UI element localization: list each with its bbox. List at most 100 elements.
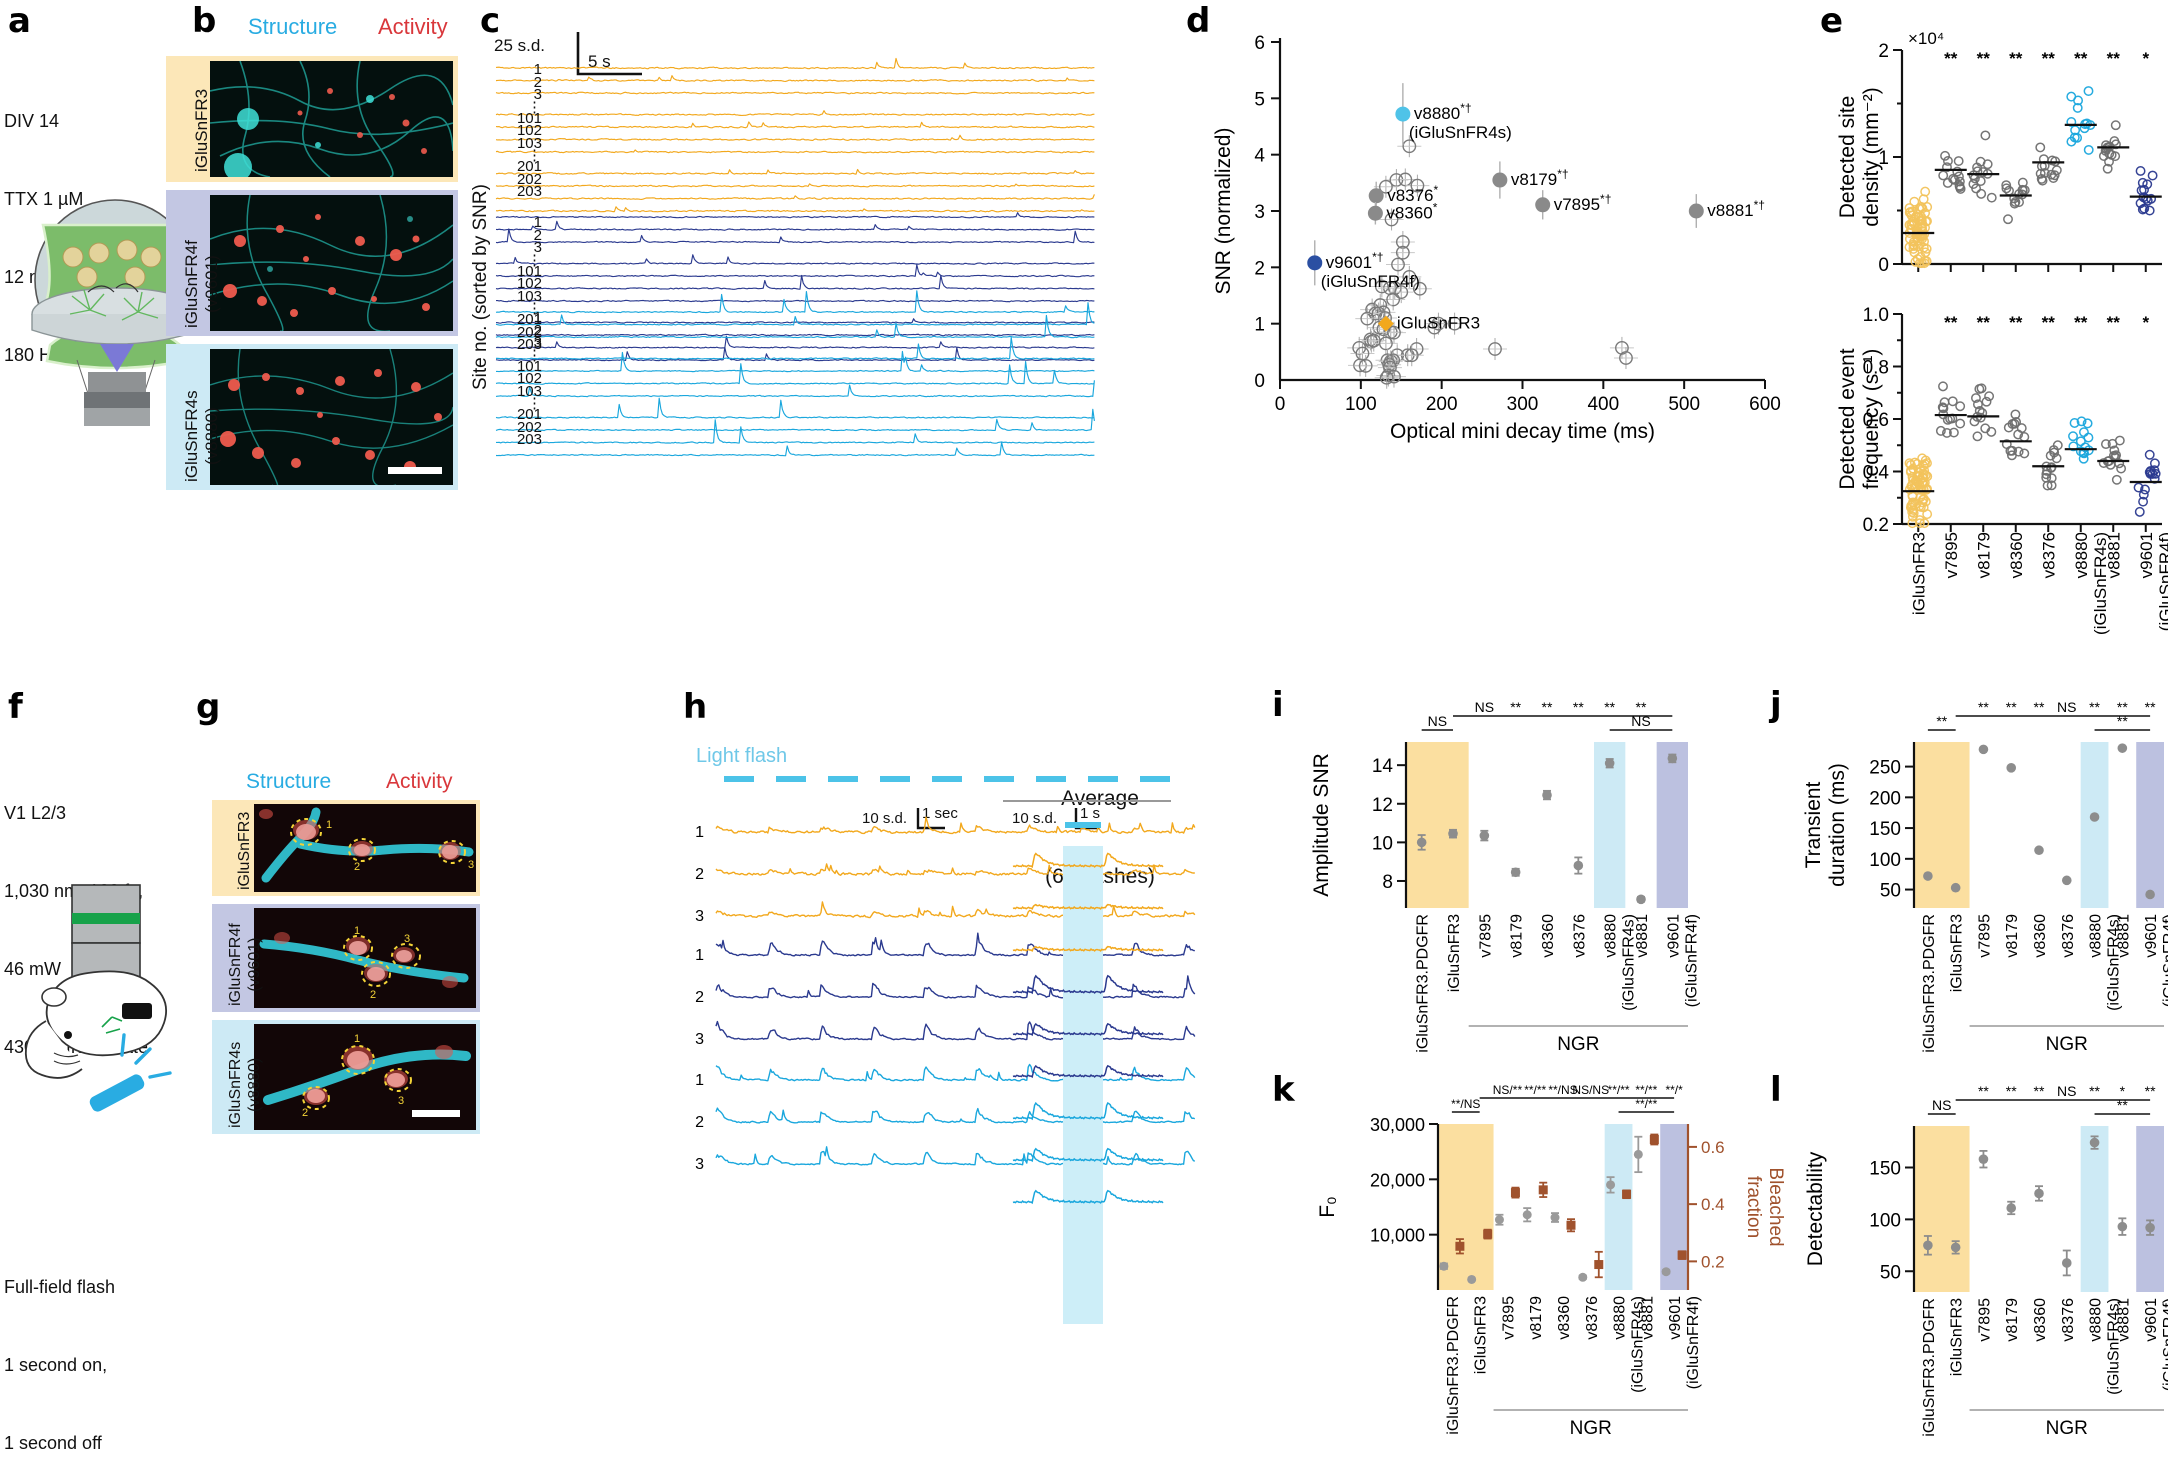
svg-text:**: **	[2089, 699, 2100, 715]
svg-text:1: 1	[695, 947, 704, 964]
svg-text:iGluSnFR3: iGluSnFR3	[1397, 314, 1480, 333]
svg-text:5: 5	[1254, 89, 1265, 110]
svg-text:400: 400	[1587, 394, 1619, 415]
site-label: 201	[516, 406, 542, 423]
svg-text:2: 2	[695, 866, 704, 883]
svg-text:1.0: 1.0	[1863, 305, 1889, 326]
svg-text:Detected sitedensity (mm⁻²): Detected sitedensity (mm⁻²)	[1836, 87, 1883, 226]
svg-text:v9601(iGluSnFR4f): v9601(iGluSnFR4f)	[1665, 914, 1700, 1007]
svg-text:14: 14	[1372, 756, 1394, 777]
site-label: 203	[516, 431, 542, 448]
site-label: 101	[516, 262, 542, 280]
site-label: 101	[516, 357, 542, 375]
panel-g-image-2: 1 2 3	[254, 1024, 476, 1130]
svg-text:Amplitude SNR: Amplitude SNR	[1310, 753, 1333, 897]
svg-text:**: **	[2042, 49, 2056, 68]
svg-text:**: **	[1510, 699, 1521, 715]
svg-text:v8880(iGluSnFR4s): v8880(iGluSnFR4s)	[2088, 1298, 2123, 1395]
svg-text:2: 2	[354, 861, 360, 873]
svg-text:**: **	[2042, 313, 2056, 332]
svg-text:**: **	[2145, 699, 2156, 715]
panel-b-image-1	[210, 195, 453, 331]
panel-g-image-0: 1 2 3	[254, 804, 476, 892]
svg-text:20,000: 20,000	[1370, 1170, 1425, 1190]
site-label: 3	[533, 239, 542, 256]
panel-h-scale-left-y: 10 s.d.	[862, 810, 908, 827]
site-label: 203	[516, 183, 542, 200]
panel-b-row-label-1: iGluSnFR4f (v9601)	[182, 240, 222, 328]
panel-f-caption-2: 1 second off	[4, 1433, 102, 1453]
svg-text:**: **	[2006, 1083, 2017, 1099]
svg-text:**: **	[1604, 699, 1615, 715]
panel-label-a: a	[8, 1, 31, 41]
svg-text:3: 3	[695, 908, 704, 925]
site-label: 101	[516, 109, 542, 127]
site-label: 102	[516, 370, 542, 387]
site-label: 103	[516, 134, 542, 152]
svg-text:NS/NS: NS/NS	[1572, 1083, 1609, 1097]
svg-text:v8179*†: v8179*†	[1511, 167, 1569, 189]
svg-text:200: 200	[1869, 788, 1901, 809]
panel-c-sitelabels-group1: 1 2 3 ⋮ 101 102 103 ⋮ 201 202 203	[498, 215, 542, 351]
svg-text:4: 4	[1254, 146, 1265, 167]
panel-b-row-label-0: iGluSnFR3	[192, 88, 211, 172]
svg-text:v8376: v8376	[2039, 532, 2058, 578]
panel-b-activity-header: Activity	[378, 14, 448, 39]
svg-text:**: **	[2107, 49, 2121, 68]
panel-b-image-2	[210, 349, 453, 485]
panel-h-scalebar-left	[916, 808, 945, 830]
svg-text:v7895: v7895	[1477, 914, 1494, 958]
panel-label-k: k	[1272, 1070, 1295, 1110]
site-label: 202	[516, 323, 542, 341]
panel-h-traces: 1 2 3 1 2 3 1 2 3	[695, 776, 1196, 1173]
svg-text:iGluSnFR3.PDGFR: iGluSnFR3.PDGFR	[1921, 914, 1938, 1053]
svg-text:3: 3	[398, 1095, 404, 1107]
svg-text:**: **	[2034, 1083, 2045, 1099]
svg-text:1: 1	[695, 824, 704, 841]
svg-text:3: 3	[695, 1031, 704, 1048]
panel-g-structure-header: Structure	[246, 770, 332, 793]
panel-label-d: d	[1186, 1, 1211, 41]
svg-text:**/NS: **/NS	[1451, 1097, 1480, 1111]
svg-text:500: 500	[1668, 394, 1700, 415]
svg-text:3: 3	[468, 859, 474, 871]
panel-c-ylabel: Site no. (sorted by SNR)	[470, 184, 491, 390]
svg-text:0.4: 0.4	[1701, 1195, 1725, 1214]
svg-text:v8881: v8881	[2115, 914, 2132, 958]
panel-h-scale-left-x: 1 sec	[922, 805, 958, 822]
panel-f-caption-1: 1 second on,	[4, 1355, 108, 1375]
svg-text:2: 2	[695, 1114, 704, 1131]
svg-text:v8179: v8179	[2004, 914, 2021, 958]
svg-text:*: *	[2142, 49, 2149, 68]
svg-text:v7895*†: v7895*†	[1554, 192, 1612, 214]
panel-label-i: i	[1272, 685, 1284, 725]
site-label: ⋮	[527, 395, 542, 412]
panel-b-row-label-1-sub: (v9601)	[202, 255, 221, 313]
svg-text:Optical mini decay time (ms): Optical mini decay time (ms)	[1390, 420, 1655, 443]
svg-text:v8179: v8179	[1528, 1296, 1545, 1340]
svg-text:**: **	[1944, 313, 1958, 332]
svg-text:(iGluSnFR4s): (iGluSnFR4s)	[1409, 123, 1512, 142]
svg-text:v9601(iGluSnFR4f): v9601(iGluSnFR4f)	[2143, 914, 2168, 1007]
panel-c-scalebar	[576, 32, 642, 76]
svg-text:v8360: v8360	[2032, 914, 2049, 958]
panel-label-b: b	[192, 1, 217, 41]
svg-text:3: 3	[695, 1156, 704, 1173]
panel-f-caption-0: Full-field flash	[4, 1277, 116, 1297]
panel-g-row-label-2-sub: (v8880)	[246, 1057, 263, 1112]
svg-text:v7895: v7895	[1500, 1296, 1517, 1340]
svg-text:NS: NS	[2057, 1083, 2076, 1099]
svg-text:NS: NS	[1631, 713, 1650, 729]
svg-text:0: 0	[1275, 394, 1286, 415]
svg-text:3: 3	[404, 933, 410, 945]
panel-b-row-label-2-sub: (v8880)	[202, 407, 221, 465]
svg-text:v8376: v8376	[1584, 1296, 1601, 1340]
svg-text:iGluSnFR3.PDGFR: iGluSnFR3.PDGFR	[1445, 1296, 1462, 1435]
svg-text:0.2: 0.2	[1701, 1252, 1725, 1271]
panel-b-row-2: iGluSnFR4s (v8880)	[166, 344, 458, 490]
svg-text:iGluSnFR3.PDGFR: iGluSnFR3.PDGFR	[1415, 914, 1432, 1053]
svg-text:**/NS: **/NS	[1548, 1083, 1577, 1097]
panel-g-image-1: 1 2 3	[254, 908, 476, 1008]
svg-text:v8376*: v8376*	[1387, 183, 1438, 205]
